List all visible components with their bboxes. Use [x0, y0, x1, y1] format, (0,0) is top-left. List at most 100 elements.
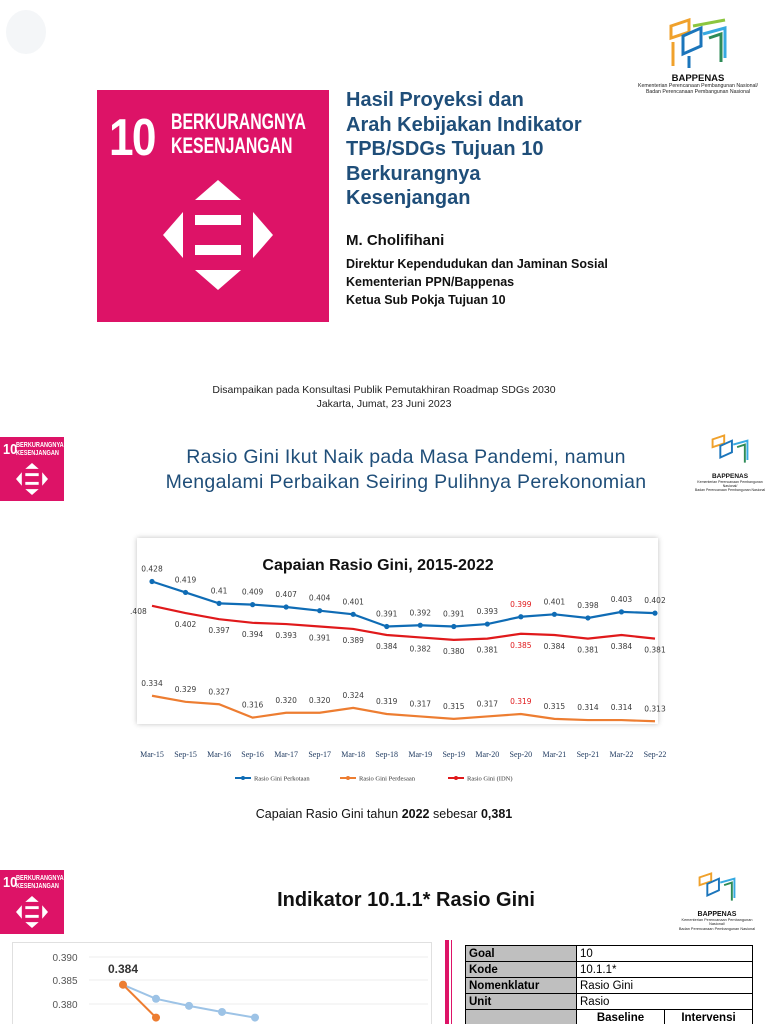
x-tick-label: Sep-15	[174, 750, 197, 759]
author-roles: Direktur Kependudukan dan Jaminan Sosial…	[346, 255, 608, 309]
data-label: 0.401	[544, 597, 566, 606]
author-name: M. Cholifihani	[346, 232, 445, 249]
highlight-label: 0.384	[108, 962, 138, 976]
equality-arrows-icon	[16, 463, 48, 495]
divider	[445, 940, 449, 1024]
x-tick-label: Sep-17	[308, 750, 331, 759]
table-key: Unit	[465, 993, 577, 1010]
slide-title: Rasio Gini Ikut Naik pada Masa Pandemi, …	[100, 445, 712, 495]
series-line	[151, 580, 656, 628]
data-point	[551, 611, 557, 617]
equality-arrows-icon	[16, 896, 48, 928]
author-role: Direktur Kependudukan dan Jaminan Sosial	[346, 257, 608, 271]
y-tick-label: 0.385	[52, 976, 77, 987]
data-label: 0.407	[275, 590, 297, 599]
bappenas-emblem-icon	[698, 872, 736, 901]
data-label: 0.316	[242, 701, 264, 710]
bappenas-emblem-icon	[669, 17, 727, 68]
data-label: 0.334	[141, 679, 163, 688]
corner-circle	[6, 10, 46, 54]
x-tick-label: Mar-15	[140, 750, 164, 759]
legend-marker	[241, 776, 245, 780]
data-label: 0.401	[342, 597, 364, 606]
data-label: 0.419	[175, 575, 197, 584]
table-row: Unit Rasio	[465, 993, 753, 1010]
x-tick-label: Sep-19	[442, 750, 465, 759]
data-label: 0.428	[141, 565, 163, 574]
data-point	[182, 589, 189, 596]
table-value: 10.1.1*	[576, 961, 753, 978]
data-point	[185, 1001, 193, 1010]
title-line: Hasil Proyeksi dan	[346, 89, 524, 111]
footnote-line1: Disampaikan pada Konsultasi Publik Pemut…	[212, 384, 556, 396]
data-point	[251, 1013, 259, 1022]
x-tick-label: Mar-18	[341, 750, 365, 759]
x-tick-label: Mar-19	[408, 750, 432, 759]
sdg-number: 10	[109, 109, 156, 167]
data-label: 0.404	[309, 594, 331, 603]
data-label: 0.394	[242, 630, 264, 639]
sdg10-badge: 10 BERKURANGNYA KESENJANGAN	[97, 90, 329, 322]
data-label: 0.320	[275, 696, 297, 705]
title-line: Berkurangnya	[346, 162, 481, 185]
bappenas-logo: BAPPENAS Kementerian Perencanaan Pembang…	[674, 872, 760, 931]
summary-year: 2022	[401, 807, 430, 821]
legend-label: Rasio Gini Perkotaan	[254, 776, 310, 783]
logo-name: BAPPENAS	[697, 911, 737, 918]
sdg-label: BERKURANGNYA KESENJANGAN	[16, 875, 64, 891]
data-point	[216, 600, 222, 606]
data-label: 0.319	[510, 697, 532, 706]
data-point	[384, 623, 390, 630]
x-tick-label: Sep-18	[375, 750, 398, 759]
logo-subtitle: Kementerian Perencanaan Pembangunan Nasi…	[630, 83, 766, 96]
data-point	[152, 994, 160, 1003]
data-point	[283, 604, 289, 610]
logo-name: BAPPENAS	[671, 73, 725, 84]
data-label: 0.403	[611, 595, 633, 604]
x-tick-label: Mar-20	[475, 750, 499, 759]
table-value: 10	[576, 945, 753, 962]
data-point	[119, 980, 127, 989]
data-point	[484, 621, 490, 627]
data-label: 0.381	[644, 646, 666, 655]
table-row: Goal 10	[465, 945, 753, 962]
bappenas-logo: BAPPENAS Kementerian Perencanaan Pembang…	[630, 17, 766, 96]
data-point	[350, 611, 356, 617]
table-key: Goal	[465, 945, 577, 962]
x-tick-label: Sep-21	[577, 750, 600, 759]
sdg-label-line1: BERKURANGNYA	[16, 442, 64, 449]
data-label: 0.381	[577, 646, 599, 655]
y-tick-label: 0.380	[52, 1000, 77, 1011]
sdg-label: BERKURANGNYA KESENJANGAN	[171, 110, 306, 158]
x-tick-label: Sep-16	[241, 750, 264, 759]
data-label: 0.402	[175, 620, 197, 629]
indicator-title: Indikator 10.1.1* Rasio Gini	[277, 889, 535, 911]
series-line	[122, 983, 256, 1019]
sdg-label-line1: BERKURANGNYA	[171, 109, 306, 134]
chart-card	[137, 538, 658, 724]
title-line: Kesenjangan	[346, 187, 471, 209]
logo-subtitle: Kementerian Perencanaan Pembangunan Nasi…	[674, 918, 760, 931]
table-col-baseline: Baseline	[576, 1009, 665, 1024]
legend-label: Rasio Gini (IDN)	[467, 776, 513, 783]
logo-name: BAPPENAS	[711, 473, 749, 480]
sdg-label-line2: KESENJANGAN	[16, 450, 59, 457]
data-point	[518, 614, 524, 620]
logo-subtitle-line2: Badan Perencanaan Pembangunan Nasional	[678, 926, 756, 931]
table-row: Kode 10.1.1*	[465, 961, 753, 978]
data-label: 0.391	[443, 609, 465, 618]
data-label: 0.313	[644, 704, 666, 713]
gini-ratio-chart: Capaian Rasio Gini, 2015-2022 Mar-15 Sep-1…	[130, 557, 667, 783]
table-value: Rasio Gini	[576, 977, 753, 994]
data-point	[152, 1013, 160, 1022]
author-role: Ketua Sub Pokja Tujuan 10	[346, 293, 506, 307]
x-tick-label: Mar-16	[207, 750, 231, 759]
data-label: 0.384	[611, 642, 633, 651]
data-label: 0.317	[477, 699, 499, 708]
data-label: 0.393	[275, 631, 297, 640]
data-label: 0.380	[443, 647, 465, 656]
mini-gini-chart: 0.390 0.385 0.380 0.384	[52, 953, 428, 1022]
summary-prefix: Capaian Rasio Gini tahun	[255, 807, 402, 821]
x-tick-label: Sep-22	[644, 750, 667, 759]
x-tick-label: Mar-21	[542, 750, 566, 759]
